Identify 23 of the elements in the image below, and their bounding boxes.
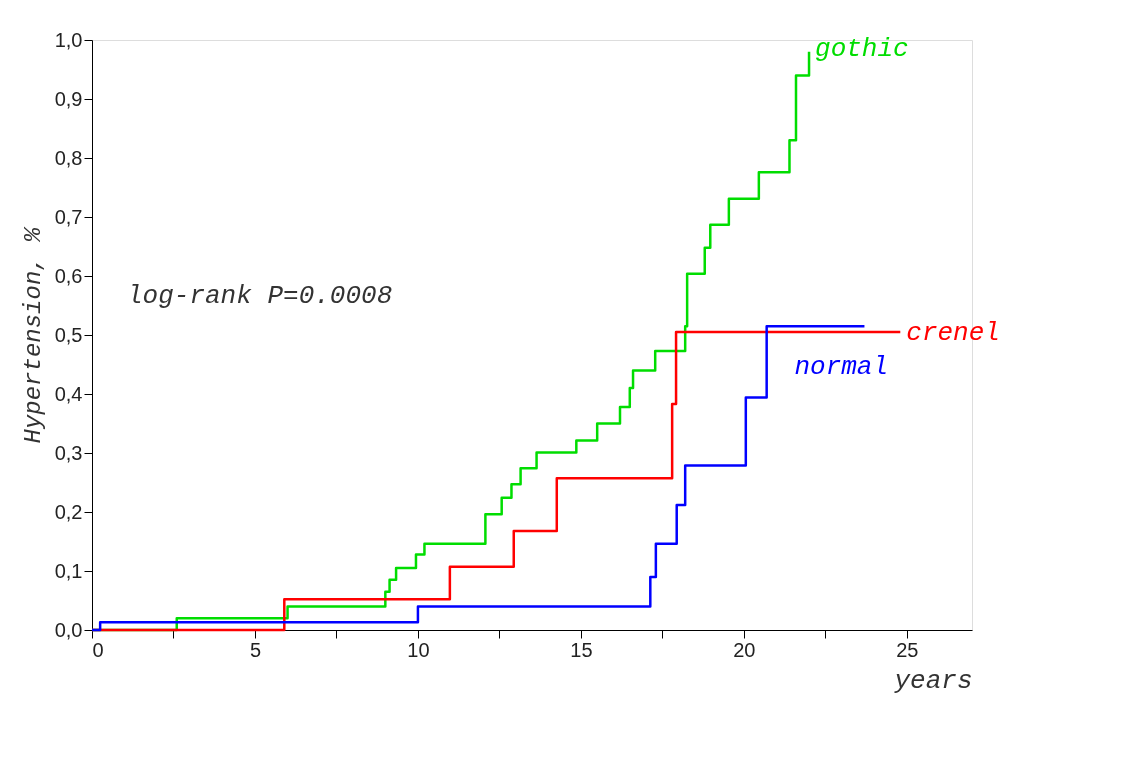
x-axis-title: years xyxy=(893,665,973,696)
y-tick-label: 0,5 xyxy=(54,323,83,346)
y-tick-label: 0,8 xyxy=(54,146,83,169)
y-axis-title: Hypertension, % xyxy=(19,225,47,444)
x-tick-label: 0 xyxy=(92,638,104,661)
y-tick-label: 0,2 xyxy=(54,500,83,523)
series-label: gothic xyxy=(815,33,909,64)
y-tick-label: 0,7 xyxy=(54,205,83,228)
y-tick-label: 1,0 xyxy=(54,28,83,51)
y-tick-label: 0,1 xyxy=(54,559,83,582)
y-tick-label: 0,0 xyxy=(54,618,83,641)
x-tick-label: 25 xyxy=(896,638,919,661)
series-label: normal xyxy=(794,352,889,383)
series-label: crenel xyxy=(906,318,1000,349)
y-tick-label: 0,6 xyxy=(54,264,83,287)
y-tick-label: 0,9 xyxy=(54,87,83,110)
y-tick-label: 0,4 xyxy=(54,382,83,405)
x-tick-label: 5 xyxy=(249,638,262,661)
annotation: log-rank P=0.0008 xyxy=(127,281,393,311)
x-tick-label: 10 xyxy=(407,638,430,661)
y-tick-label: 0,3 xyxy=(54,441,83,464)
x-tick-label: 15 xyxy=(570,638,593,661)
x-tick-label: 20 xyxy=(733,638,756,661)
